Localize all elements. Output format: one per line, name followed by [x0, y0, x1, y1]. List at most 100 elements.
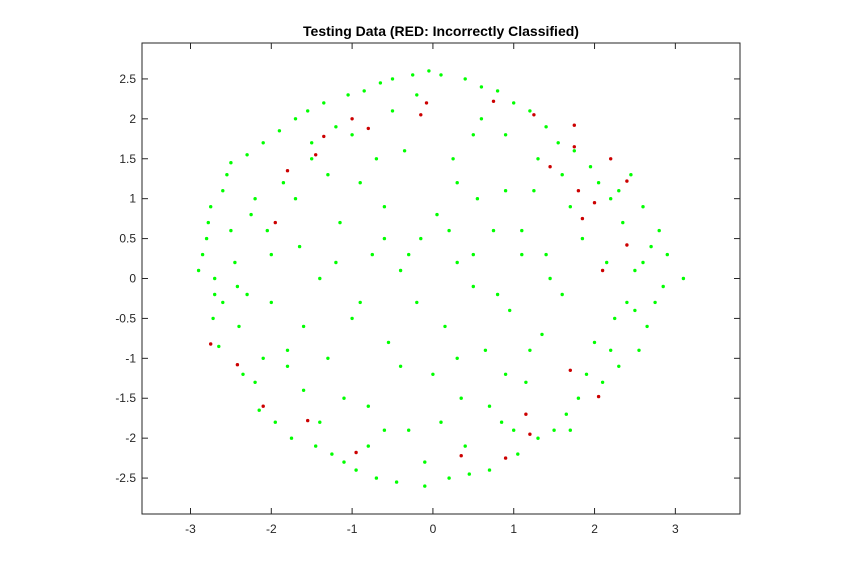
correct-point: [394, 480, 399, 484]
correct-point: [536, 436, 540, 440]
correct-point: [596, 181, 601, 185]
correct-point: [600, 380, 605, 384]
correct-point: [653, 300, 657, 305]
incorrect-point: [306, 418, 310, 423]
correct-point: [508, 308, 512, 313]
correct-point: [471, 284, 475, 289]
incorrect-point: [350, 117, 354, 121]
correct-point: [560, 173, 564, 177]
correct-point: [443, 324, 447, 329]
correct-point: [459, 396, 463, 400]
incorrect-point: [568, 368, 572, 372]
correct-point: [318, 276, 322, 281]
correct-point: [322, 101, 326, 105]
correct-point: [512, 101, 516, 105]
correct-point: [281, 181, 286, 185]
correct-point: [390, 109, 395, 113]
incorrect-point: [524, 412, 528, 416]
correct-point: [245, 153, 249, 157]
correct-point: [471, 133, 475, 137]
correct-point: [649, 244, 653, 249]
correct-point: [641, 260, 645, 265]
correct-point: [221, 189, 225, 193]
correct-point: [402, 149, 407, 153]
correct-point: [350, 316, 354, 321]
incorrect-point: [548, 165, 552, 169]
incorrect-point: [322, 134, 326, 139]
correct-point: [241, 372, 245, 376]
correct-point: [301, 324, 306, 329]
correct-point: [447, 476, 451, 480]
correct-point: [560, 292, 564, 297]
incorrect-point: [596, 394, 601, 399]
correct-point: [257, 408, 261, 412]
correct-point: [423, 460, 427, 464]
correct-point: [338, 220, 342, 225]
correct-point: [572, 149, 576, 153]
x-tick-label: -3: [185, 522, 196, 536]
correct-point: [265, 228, 269, 233]
correct-point: [213, 292, 217, 297]
incorrect-point: [592, 201, 597, 205]
correct-point: [439, 420, 443, 424]
incorrect-point: [366, 126, 370, 131]
x-tick-label: -2: [266, 522, 277, 536]
correct-point: [233, 260, 237, 265]
correct-point: [503, 372, 508, 376]
correct-point: [637, 348, 641, 352]
incorrect-point: [235, 363, 240, 367]
correct-point: [196, 268, 201, 273]
correct-point: [374, 476, 379, 480]
correct-point: [447, 228, 451, 233]
correct-point: [221, 300, 225, 305]
correct-point: [641, 205, 645, 209]
correct-point: [645, 324, 649, 329]
correct-point: [592, 340, 597, 345]
correct-point: [382, 236, 387, 241]
correct-point: [657, 228, 661, 233]
correct-point: [415, 300, 419, 305]
correct-point: [544, 125, 548, 129]
correct-point: [211, 316, 215, 321]
correct-point: [516, 452, 520, 456]
correct-point: [609, 348, 613, 352]
correct-point: [378, 81, 383, 85]
correct-point: [342, 460, 346, 464]
correct-point: [354, 468, 358, 472]
correct-point: [366, 404, 370, 408]
correct-point: [487, 404, 492, 408]
correct-point: [463, 444, 467, 448]
x-axis: -3 -2 -1 0 1 2 3: [185, 43, 679, 536]
correct-point: [471, 252, 475, 257]
correct-point: [301, 388, 306, 392]
correct-point: [277, 129, 282, 133]
correct-point: [576, 396, 581, 400]
correct-point: [407, 428, 411, 432]
correct-point: [306, 109, 310, 113]
correct-point: [544, 252, 548, 257]
correct-point: [580, 236, 585, 241]
x-tick-label: 1: [510, 522, 517, 536]
correct-point: [229, 228, 233, 233]
correct-point: [229, 161, 233, 165]
correct-point: [419, 236, 423, 241]
correct-point: [540, 332, 544, 337]
x-tick-label: 0: [430, 522, 437, 536]
correct-point: [334, 125, 338, 129]
y-tick-label: 2.5: [119, 72, 136, 86]
y-tick-label: 0: [129, 272, 136, 286]
correct-point: [297, 244, 302, 249]
correct-point: [605, 260, 609, 265]
correct-point: [463, 77, 467, 81]
correct-point: [411, 73, 415, 77]
correct-point: [382, 428, 387, 432]
incorrect-point: [261, 404, 265, 408]
plot-background: [142, 43, 740, 514]
correct-point: [358, 300, 362, 305]
correct-point: [633, 268, 637, 273]
incorrect-point: [572, 145, 576, 149]
correct-point: [310, 157, 314, 161]
points-layer: [196, 69, 686, 488]
correct-point: [495, 89, 500, 93]
correct-point: [568, 205, 572, 209]
